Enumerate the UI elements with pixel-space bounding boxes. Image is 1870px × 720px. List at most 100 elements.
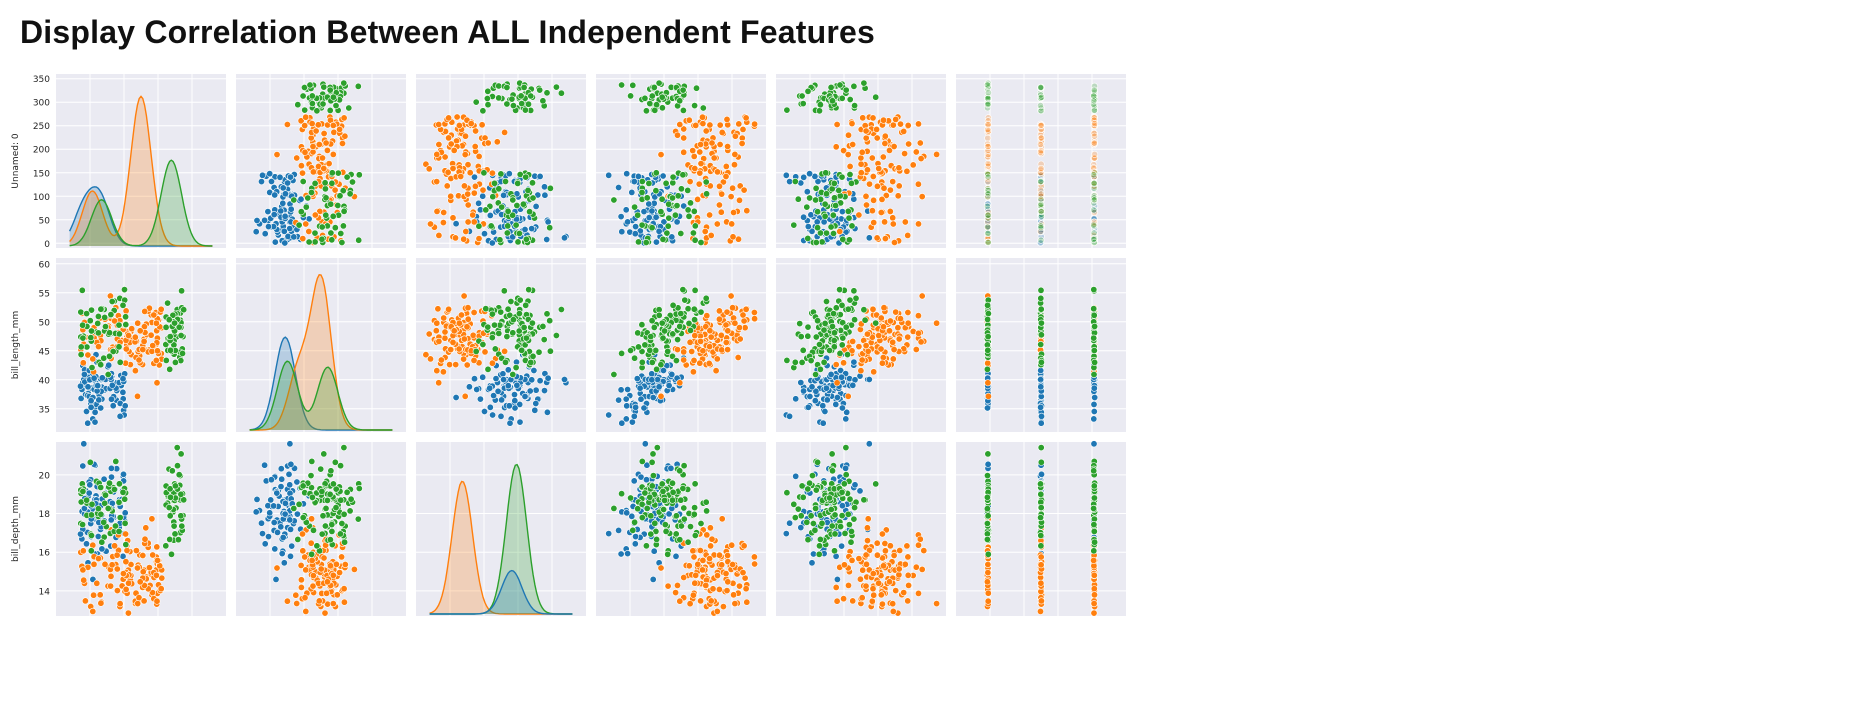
scatter-point xyxy=(337,496,345,504)
scatter-point xyxy=(122,541,130,549)
scatter-point xyxy=(304,194,312,202)
scatter-point xyxy=(507,297,515,305)
scatter-point xyxy=(286,552,294,560)
scatter-point xyxy=(920,547,928,555)
scatter-point xyxy=(433,319,441,327)
scatter-point xyxy=(822,297,830,305)
scatter-point xyxy=(826,494,834,502)
scatter-point xyxy=(652,213,660,221)
scatter-point xyxy=(791,178,799,186)
scatter-point xyxy=(287,460,295,468)
scatter-point xyxy=(814,224,822,232)
scatter-point xyxy=(297,117,305,125)
scatter-point xyxy=(983,365,991,373)
scatter-point xyxy=(689,147,697,155)
scatter-point xyxy=(488,310,496,318)
scatter-point xyxy=(311,229,319,237)
scatter-point xyxy=(798,482,806,490)
scatter-point xyxy=(836,349,844,357)
scatter-point xyxy=(661,521,669,529)
scatter-point xyxy=(326,562,334,570)
scatter-point xyxy=(689,368,697,376)
scatter-point xyxy=(731,132,739,140)
scatter-point xyxy=(497,308,505,316)
scatter-point xyxy=(647,333,655,341)
scatter-point xyxy=(1037,286,1045,294)
scatter-point xyxy=(170,522,178,530)
scatter-point xyxy=(840,595,848,603)
scatter-point xyxy=(830,336,838,344)
scatter-point xyxy=(116,358,124,366)
scatter-point xyxy=(984,346,992,354)
scatter-point xyxy=(528,179,536,187)
scatter-point xyxy=(511,397,519,405)
scatter-point xyxy=(618,81,626,89)
scatter-point xyxy=(258,171,266,179)
scatter-point xyxy=(329,600,337,608)
scatter-point xyxy=(178,287,186,295)
scatter-point xyxy=(842,471,850,479)
scatter-point xyxy=(783,356,791,364)
scatter-point xyxy=(313,542,321,550)
scatter-point xyxy=(115,321,123,329)
scatter-point xyxy=(298,530,306,538)
scatter-point xyxy=(715,551,723,559)
scatter-point xyxy=(840,359,848,367)
scatter-point xyxy=(804,223,812,231)
scatter-point xyxy=(680,134,688,142)
scatter-point xyxy=(526,387,534,395)
scatter-point xyxy=(1037,331,1045,339)
scatter-point xyxy=(618,228,626,236)
scatter-point xyxy=(653,101,661,109)
scatter-point xyxy=(816,365,824,373)
scatter-point xyxy=(729,304,737,312)
scatter-point xyxy=(552,83,560,91)
scatter-point xyxy=(1090,407,1098,415)
scatter-point xyxy=(822,229,830,237)
scatter-point xyxy=(539,97,547,105)
scatter-point xyxy=(283,121,291,129)
scatter-point xyxy=(1090,384,1098,392)
scatter-point xyxy=(643,194,651,202)
scatter-point xyxy=(546,184,554,192)
scatter-point xyxy=(322,194,330,202)
scatter-point xyxy=(812,504,820,512)
kde-line xyxy=(69,159,213,247)
scatter-point xyxy=(872,319,880,327)
scatter-point xyxy=(174,462,182,470)
scatter-point xyxy=(870,591,878,599)
scatter-point xyxy=(914,220,922,228)
scatter-point xyxy=(499,370,507,378)
scatter-point xyxy=(811,526,819,534)
scatter-point xyxy=(539,322,547,330)
scatter-point xyxy=(463,323,471,331)
scatter-point xyxy=(652,346,660,354)
scatter-point xyxy=(984,93,992,101)
scatter-point xyxy=(319,512,327,520)
scatter-point xyxy=(813,218,821,226)
scatter-point xyxy=(168,550,176,558)
scatter-point xyxy=(875,165,883,173)
scatter-point xyxy=(319,100,327,108)
scatter-point xyxy=(835,186,843,194)
scatter-point xyxy=(832,202,840,210)
scatter-point xyxy=(134,564,142,572)
scatter-point xyxy=(463,361,471,369)
scatter-point xyxy=(828,322,836,330)
scatter-point xyxy=(326,86,334,94)
scatter-point xyxy=(540,336,548,344)
scatter-point xyxy=(638,188,646,196)
scatter-point xyxy=(340,510,348,518)
scatter-point xyxy=(279,199,287,207)
scatter-point xyxy=(630,178,638,186)
scatter-point xyxy=(505,170,513,178)
scatter-point xyxy=(166,333,174,341)
scatter-point xyxy=(479,340,487,348)
scatter-point xyxy=(299,547,307,555)
scatter-point xyxy=(686,600,694,608)
scatter-point xyxy=(457,311,465,319)
scatter-point xyxy=(830,329,838,337)
scatter-point xyxy=(645,179,653,187)
scatter-point xyxy=(154,556,162,564)
scatter-point xyxy=(299,92,307,100)
